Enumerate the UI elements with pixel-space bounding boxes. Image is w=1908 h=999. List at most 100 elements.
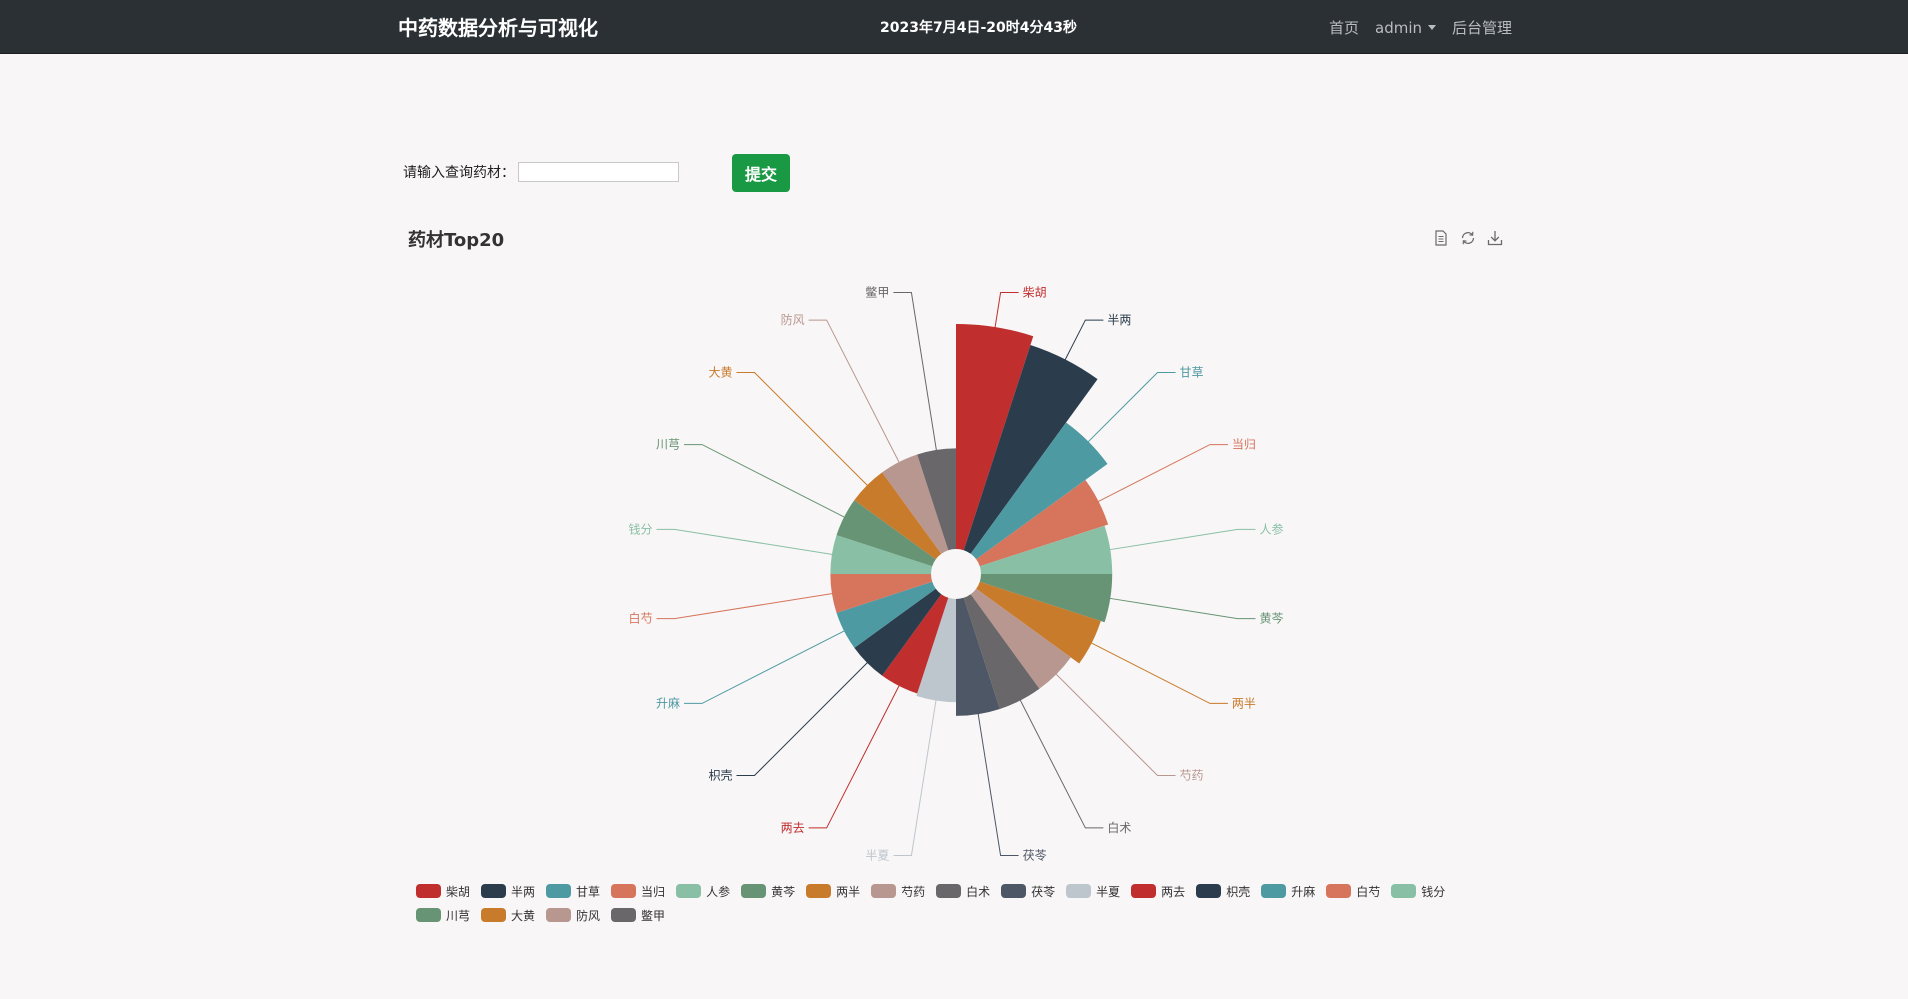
legend-label: 大黄 (511, 908, 536, 923)
legend-swatch (611, 908, 637, 922)
rose-slice-1[interactable] (963, 344, 1098, 554)
legend-item-0[interactable]: 柴胡 (416, 879, 470, 903)
legend-item-2[interactable]: 甘草 (546, 879, 600, 903)
rose-slice-19[interactable] (917, 448, 956, 551)
legend-swatch (871, 884, 897, 898)
slice-label-1: 半两 (1107, 313, 1131, 327)
legend-swatch (741, 884, 767, 898)
slice-label-2: 甘草 (1180, 365, 1204, 379)
app-title[interactable]: 中药数据分析与可视化 (398, 16, 598, 40)
rose-slice-18[interactable] (882, 454, 949, 554)
leader-line-6 (1087, 640, 1228, 704)
legend-item-5[interactable]: 黄芩 (741, 879, 795, 903)
rose-slice-12[interactable] (854, 588, 942, 676)
legend-label: 芍药 (901, 884, 926, 899)
slice-label-0: 柴胡 (1023, 286, 1047, 300)
search-label: 请输入查询药材： (403, 165, 515, 181)
rose-slice-17[interactable] (854, 472, 942, 560)
leader-line-2 (1085, 371, 1176, 445)
slice-label-14: 白芍 (628, 611, 652, 626)
legend-swatch (611, 884, 637, 898)
rose-slice-4[interactable] (979, 525, 1113, 574)
slice-label-18: 防风 (781, 312, 805, 327)
legend-item-10[interactable]: 半夏 (1066, 879, 1120, 903)
rose-slice-14[interactable] (830, 574, 933, 613)
rose-slice-13[interactable] (836, 581, 936, 648)
rose-slice-0[interactable] (956, 324, 1034, 551)
leader-line-7 (1053, 671, 1176, 777)
slice-label-7: 芍药 (1180, 769, 1204, 783)
legend-item-17[interactable]: 大黄 (481, 903, 535, 927)
slice-label-13: 升麻 (656, 695, 680, 710)
nav-links: 首页 admin 后台管理 (1329, 17, 1528, 38)
rose-slice-5[interactable] (979, 574, 1113, 623)
leader-line-0 (993, 292, 1019, 332)
legend-item-16[interactable]: 川芎 (416, 903, 470, 927)
legend-item-3[interactable]: 当归 (611, 879, 665, 903)
nav-user-dropdown[interactable]: admin (1375, 18, 1437, 37)
data-view-icon[interactable] (1432, 229, 1450, 247)
legend-swatch (1391, 884, 1417, 898)
legend-label: 白术 (966, 884, 991, 899)
legend-swatch (546, 908, 572, 922)
leader-line-4 (1106, 528, 1256, 551)
legend-label: 半夏 (1096, 884, 1121, 899)
slice-label-19: 鳖甲 (865, 286, 889, 300)
legend-label: 茯苓 (1031, 884, 1056, 899)
legend-item-12[interactable]: 枳壳 (1196, 879, 1250, 903)
slice-label-11: 两去 (781, 821, 805, 835)
legend-item-4[interactable]: 人参 (676, 879, 730, 903)
legend-label: 两半 (836, 884, 861, 899)
nav-admin-link[interactable]: 后台管理 (1452, 19, 1513, 37)
legend-label: 川芎 (446, 908, 471, 923)
legend-item-1[interactable]: 半两 (481, 879, 535, 903)
legend-item-14[interactable]: 白芍 (1326, 879, 1380, 903)
rose-slice-15[interactable] (830, 535, 933, 574)
legend-swatch (1001, 884, 1027, 898)
nav-home-link[interactable]: 首页 (1329, 19, 1360, 37)
legend-swatch (481, 908, 507, 922)
legend-swatch (1326, 884, 1352, 898)
rose-slice-10[interactable] (916, 597, 956, 703)
legend-item-11[interactable]: 两去 (1131, 879, 1185, 903)
leader-line-9 (977, 710, 1019, 856)
chart-toolbox (1432, 229, 1513, 247)
legend-item-13[interactable]: 升麻 (1261, 879, 1315, 903)
rose-slice-16[interactable] (836, 500, 936, 567)
leader-line-12 (736, 659, 871, 777)
nav-user-label: admin (1375, 18, 1423, 37)
legend-item-9[interactable]: 茯苓 (1001, 879, 1055, 903)
leader-line-1 (1063, 319, 1104, 364)
legend-label: 黄芩 (771, 884, 796, 899)
slice-label-8: 白术 (1107, 820, 1131, 835)
leader-line-13 (684, 628, 848, 704)
rose-slice-3[interactable] (976, 479, 1109, 567)
legend-item-15[interactable]: 钱分 (1391, 879, 1445, 903)
rose-slice-9[interactable] (956, 597, 1000, 716)
save-image-icon[interactable] (1486, 229, 1504, 247)
submit-button[interactable]: 提交 (732, 154, 790, 192)
legend-item-18[interactable]: 防风 (546, 903, 600, 927)
slice-label-6: 两半 (1232, 696, 1256, 710)
slice-label-9: 茯苓 (1023, 848, 1047, 862)
rose-slice-8[interactable] (963, 594, 1040, 709)
legend-item-19[interactable]: 鳖甲 (611, 903, 665, 927)
search-input[interactable] (518, 162, 679, 182)
legend-swatch (416, 908, 441, 922)
leader-line-3 (1094, 444, 1228, 504)
chart-legend: 柴胡 半两 甘草 当归 人参 黄芩 两半 芍药 白术 茯苓 半夏 两去 枳壳 升麻 白芍 钱分川芎 大黄 防风 鳖甲 (416, 879, 1506, 927)
legend-item-8[interactable]: 白术 (936, 879, 990, 903)
rose-slice-7[interactable] (970, 588, 1071, 689)
leader-line-11 (808, 682, 902, 829)
leader-line-17 (736, 371, 871, 489)
chart-title: 药材Top20 (408, 230, 505, 251)
legend-label: 柴胡 (446, 884, 471, 899)
rose-slice-6[interactable] (976, 581, 1101, 664)
legend-item-6[interactable]: 两半 (806, 879, 860, 903)
legend-item-7[interactable]: 芍药 (871, 879, 925, 903)
leader-line-14 (656, 592, 836, 620)
legend-label: 白芍 (1356, 884, 1381, 899)
rose-slice-11[interactable] (882, 594, 949, 694)
rose-slice-2[interactable] (970, 422, 1108, 560)
restore-icon[interactable] (1459, 229, 1477, 247)
